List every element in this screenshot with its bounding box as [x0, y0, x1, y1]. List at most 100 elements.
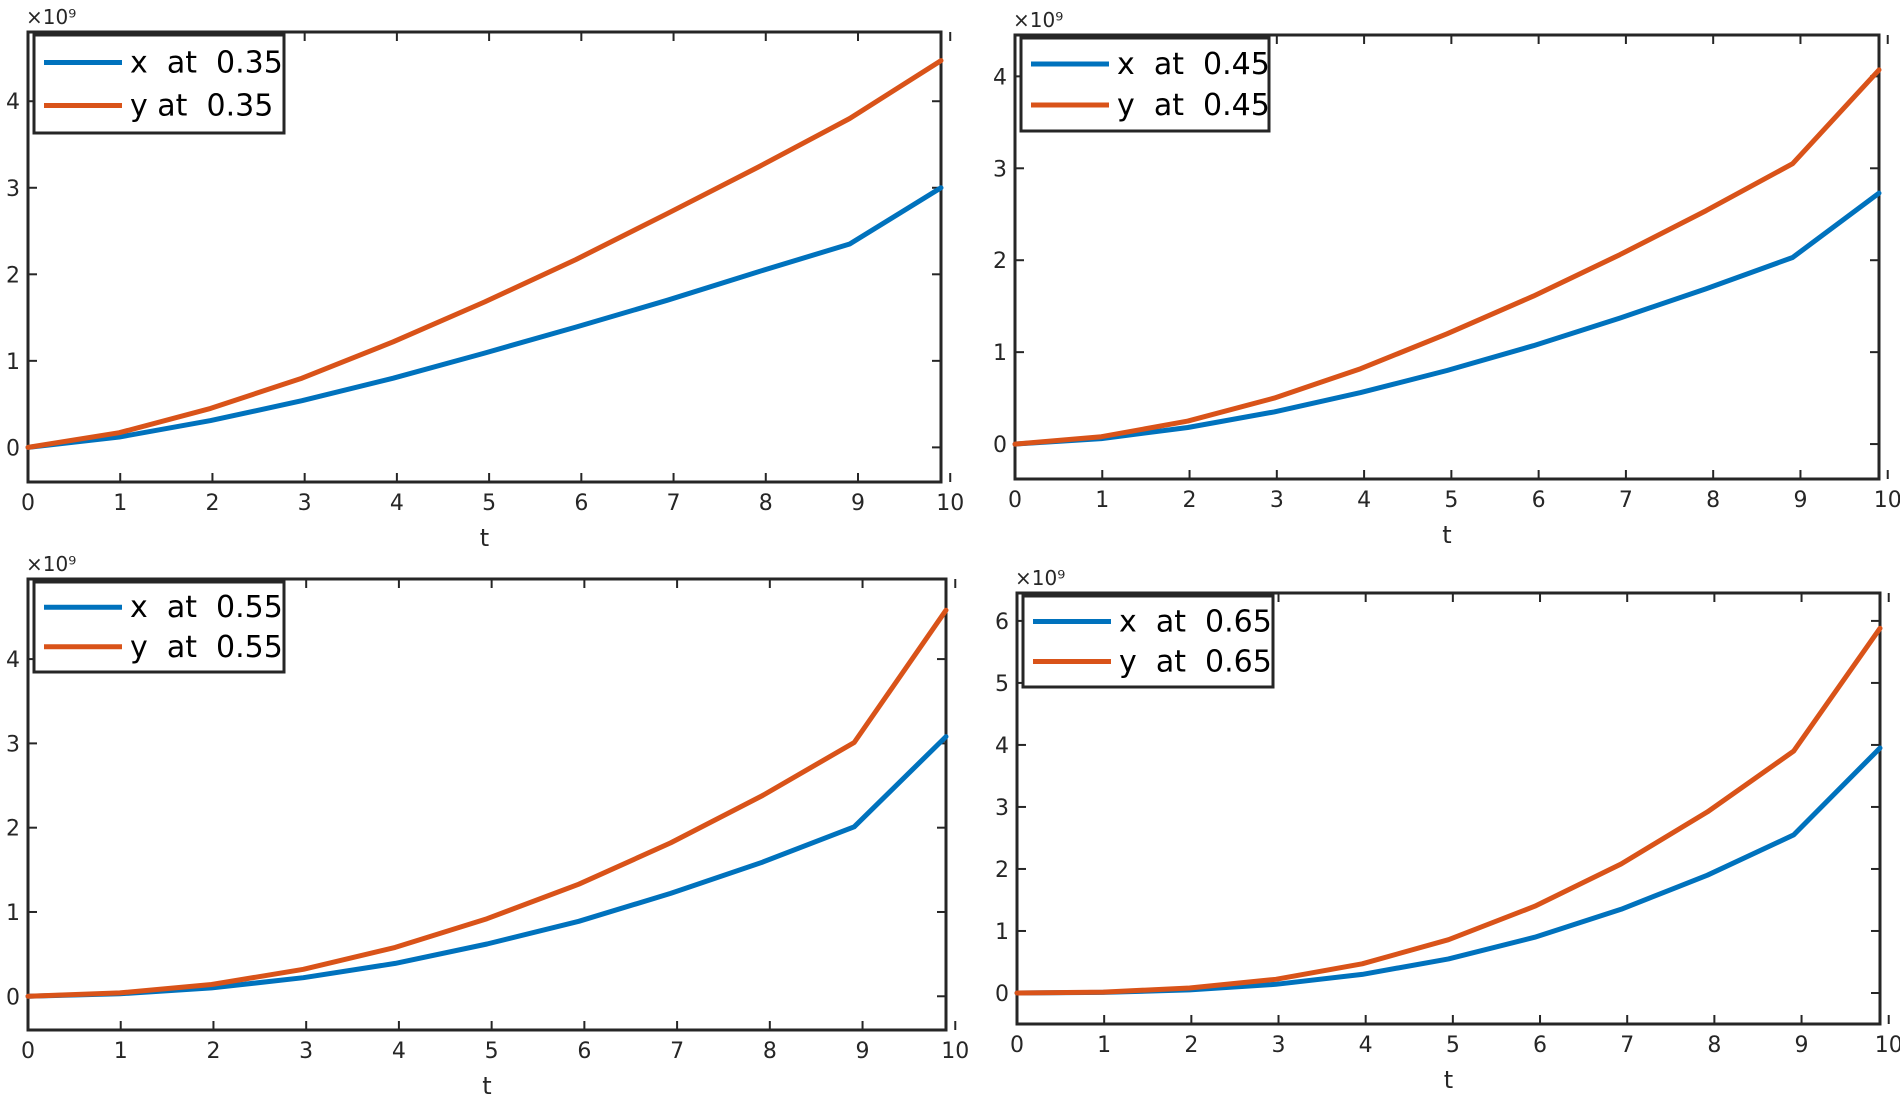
- y-tick-label: 0: [6, 436, 20, 461]
- x-tick-label: 8: [1707, 1033, 1721, 1058]
- legend: x at 0.55 y at 0.55: [32, 580, 286, 674]
- x-tick-label: 1: [113, 491, 127, 516]
- legend-box: [1019, 36, 1271, 133]
- x-tick-label: 4: [392, 1039, 406, 1064]
- legend: x at 0.45 y at 0.45: [1019, 36, 1271, 133]
- x-tick-label: 4: [390, 491, 404, 516]
- chart-panel-1: 0 1 2 3 4 5 6 7 8 9 10 0 1 2 3 4 ×10⁹ t x at 0.35 y at 0.35: [6, 5, 964, 552]
- y-tick-label: 3: [6, 177, 20, 202]
- series-line-y: [25, 607, 949, 999]
- y-tick-label: 4: [6, 648, 20, 673]
- legend: x at 0.65 y at 0.65: [1021, 594, 1275, 689]
- y-exponent-label: ×10⁹: [1013, 8, 1063, 32]
- x-tick-label: 1: [1095, 488, 1109, 513]
- series-line-x: [25, 185, 944, 450]
- x-tick-label: 6: [574, 491, 588, 516]
- x-tick-label: 3: [1272, 1033, 1286, 1058]
- x-tick-label: 5: [482, 491, 496, 516]
- x-tick-label: 8: [1706, 488, 1720, 513]
- y-tick-label: 4: [993, 65, 1007, 90]
- x-tick-label: 7: [667, 491, 681, 516]
- x-tick-label: 2: [205, 491, 219, 516]
- x-tick-label: 10: [936, 491, 964, 516]
- y-tick-label: 4: [6, 90, 20, 115]
- legend-entry-label: y at 0.45: [1117, 88, 1270, 123]
- y-tick-label: 4: [995, 734, 1009, 759]
- x-tick-label: 5: [1446, 1033, 1460, 1058]
- chart-panel-2: 0 1 2 3 4 5 6 7 8 9 10 0 1 2 3 4 ×10⁹ t x at 0.45 y at 0.45: [993, 8, 1900, 549]
- y-tick-label: 1: [995, 920, 1009, 945]
- x-tick-label: 10: [1874, 488, 1900, 513]
- x-axis-label: t: [480, 524, 489, 552]
- x-tick-label: 3: [299, 1039, 313, 1064]
- chart-panel-3: 0 1 2 3 4 5 6 7 8 9 10 0 1 2 3 4 ×10⁹ t x at 0.55 y at 0.55: [6, 552, 969, 1100]
- y-tick-label: 2: [995, 858, 1009, 883]
- y-tick-label: 2: [6, 263, 20, 288]
- y-tick-label: 5: [995, 672, 1009, 697]
- legend: x at 0.35 y at 0.35: [32, 33, 286, 135]
- x-axis-label: t: [482, 1072, 491, 1100]
- y-tick-label: 6: [995, 610, 1009, 635]
- y-tick-label: 0: [995, 982, 1009, 1007]
- legend-entry-label: y at 0.35: [130, 89, 273, 124]
- legend-box: [32, 33, 286, 135]
- y-tick-label: 2: [993, 249, 1007, 274]
- y-exponent-label: ×10⁹: [26, 552, 76, 576]
- x-tick-label: 4: [1357, 488, 1371, 513]
- x-tick-label: 2: [206, 1039, 220, 1064]
- y-tick-label: 3: [995, 796, 1009, 821]
- x-axis-label: t: [1444, 1066, 1453, 1094]
- x-tick-label: 1: [114, 1039, 128, 1064]
- x-tick-label: 7: [670, 1039, 684, 1064]
- x-tick-label: 4: [1359, 1033, 1373, 1058]
- x-tick-label: 5: [485, 1039, 499, 1064]
- legend-entry-label: y at 0.55: [130, 630, 283, 665]
- x-tick-label: 6: [577, 1039, 591, 1064]
- x-tick-label: 9: [1795, 1033, 1809, 1058]
- x-tick-label: 0: [21, 1039, 35, 1064]
- series-line-x: [1012, 190, 1882, 447]
- x-tick-label: 7: [1619, 488, 1633, 513]
- legend-entry-label: x at 0.65: [1119, 604, 1272, 639]
- legend-entry-label: x at 0.45: [1117, 47, 1270, 82]
- x-tick-label: 2: [1183, 488, 1197, 513]
- x-tick-label: 6: [1533, 1033, 1547, 1058]
- y-tick-label: 1: [6, 350, 20, 375]
- x-tick-label: 9: [1793, 488, 1807, 513]
- y-tick-label: 1: [6, 901, 20, 926]
- x-tick-label: 2: [1184, 1033, 1198, 1058]
- legend-entry-label: x at 0.55: [130, 590, 283, 625]
- y-tick-label: 0: [6, 985, 20, 1010]
- x-tick-label: 1: [1097, 1033, 1111, 1058]
- legend-entry-label: x at 0.35: [130, 45, 283, 80]
- legend-box: [32, 580, 286, 674]
- x-tick-label: 8: [763, 1039, 777, 1064]
- y-tick-label: 3: [6, 732, 20, 757]
- y-exponent-label: ×10⁹: [1015, 566, 1065, 590]
- y-tick-label: 2: [6, 817, 20, 842]
- x-tick-label: 3: [1270, 488, 1284, 513]
- series-line-y: [1012, 67, 1882, 447]
- y-tick-label: 1: [993, 341, 1007, 366]
- x-tick-label: 7: [1620, 1033, 1634, 1058]
- legend-entry-label: y at 0.65: [1119, 645, 1272, 680]
- x-tick-label: 8: [759, 491, 773, 516]
- y-exponent-label: ×10⁹: [26, 5, 76, 29]
- x-tick-label: 3: [298, 491, 312, 516]
- x-tick-label: 0: [1010, 1033, 1024, 1058]
- x-tick-label: 9: [856, 1039, 870, 1064]
- y-tick-label: 0: [993, 433, 1007, 458]
- x-tick-label: 5: [1444, 488, 1458, 513]
- x-tick-label: 10: [941, 1039, 969, 1064]
- y-tick-label: 3: [993, 157, 1007, 182]
- legend-box: [1021, 594, 1275, 689]
- x-tick-label: 10: [1875, 1033, 1900, 1058]
- series-line-y: [1014, 625, 1883, 996]
- x-tick-label: 9: [851, 491, 865, 516]
- x-tick-label: 0: [21, 491, 35, 516]
- series-line-x: [25, 734, 949, 999]
- series-line-y: [25, 58, 944, 450]
- x-tick-label: 0: [1008, 488, 1022, 513]
